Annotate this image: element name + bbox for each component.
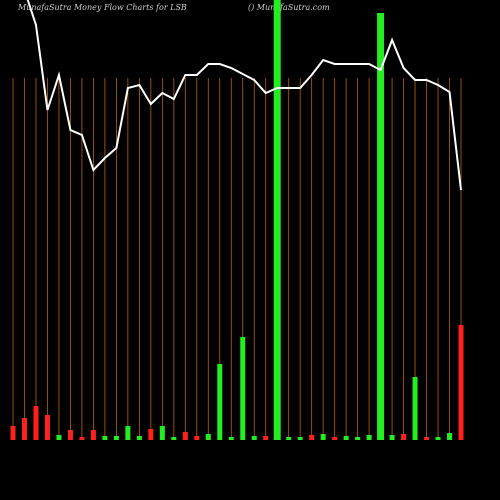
bar xyxy=(435,437,441,440)
bar xyxy=(217,364,223,440)
bar xyxy=(240,337,246,440)
bar xyxy=(401,434,407,440)
bar xyxy=(33,406,39,440)
bar xyxy=(113,436,119,440)
bar xyxy=(320,434,326,440)
bar xyxy=(44,415,50,440)
bar xyxy=(102,436,108,440)
bar xyxy=(182,432,188,440)
bar xyxy=(228,437,234,440)
bar xyxy=(332,437,338,440)
bar xyxy=(67,430,73,440)
bar xyxy=(56,435,62,440)
chart-title: MunafaSutra Money Flow Charts for LSB xyxy=(17,3,187,12)
bar xyxy=(389,435,395,440)
bar xyxy=(412,377,418,440)
bar xyxy=(273,0,281,440)
bar xyxy=(136,436,142,440)
bar xyxy=(424,437,430,440)
bar xyxy=(309,435,315,440)
money-flow-line xyxy=(26,0,462,191)
bar xyxy=(366,435,372,440)
bar xyxy=(447,433,453,440)
bar xyxy=(79,437,85,440)
bar xyxy=(355,437,361,440)
bar xyxy=(297,437,303,440)
bar xyxy=(194,436,200,440)
bar xyxy=(125,426,131,440)
bar xyxy=(377,13,385,440)
bar xyxy=(171,437,177,440)
bar xyxy=(458,325,464,440)
bar xyxy=(159,426,165,440)
bar xyxy=(343,436,349,440)
bar xyxy=(148,429,154,440)
bar xyxy=(286,437,292,440)
bar xyxy=(263,436,269,440)
bar xyxy=(10,426,16,440)
chart-subtitle: () MunafaSutra.com xyxy=(248,3,330,12)
bar xyxy=(205,434,211,440)
bar xyxy=(251,436,257,440)
bar xyxy=(21,418,27,440)
bar xyxy=(90,430,96,440)
